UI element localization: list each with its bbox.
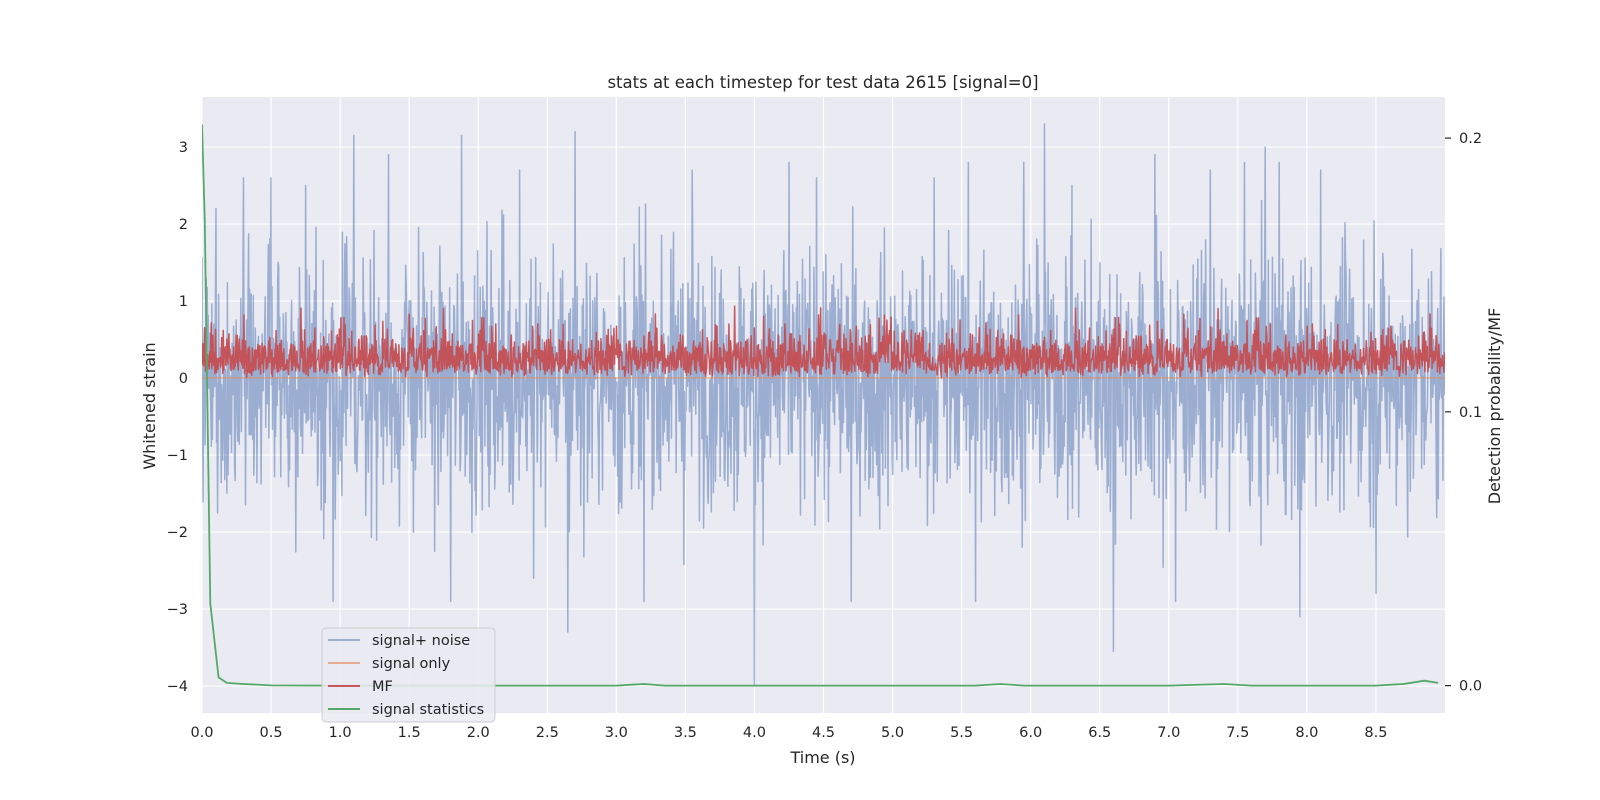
legend-box	[321, 627, 496, 723]
y-tick-label: 1	[179, 294, 188, 310]
x-axis-title: Time (s)	[789, 748, 855, 767]
legend-label: signal+ noise	[372, 633, 470, 649]
x-tick-label: 3.0	[605, 725, 628, 741]
x-tick-label: 4.5	[812, 725, 835, 741]
x-tick-label: 6.0	[1019, 725, 1042, 741]
y-tick-label: 3	[179, 140, 188, 156]
x-tick-label: 8.0	[1295, 725, 1318, 741]
y-axis-left: 3 2 1 0 −1 −2 −3 −4	[167, 140, 188, 695]
x-tick-label: 3.5	[674, 725, 697, 741]
x-tick-label: 5.5	[950, 725, 973, 741]
legend-label: signal only	[372, 656, 451, 672]
x-tick-label: 5.0	[881, 725, 904, 741]
x-tick-label: 7.5	[1226, 725, 1249, 741]
legend: signal+ noise signal only MF signal statist…	[321, 627, 496, 723]
plot-area	[202, 123, 1445, 687]
x-tick-label: 7.0	[1157, 725, 1180, 741]
x-tick-label: 2.0	[467, 725, 490, 741]
y-axis-right-title: Detection probability/MF	[1485, 308, 1504, 505]
y-tick-label: −3	[167, 602, 188, 618]
legend-label: MF	[372, 679, 393, 695]
x-tick-label: 1.5	[398, 725, 421, 741]
y-tick-label: 2	[179, 217, 188, 233]
series-line-signal-statistics	[202, 124, 1439, 687]
legend-label: signal statistics	[372, 702, 484, 718]
y-tick-label: −1	[167, 448, 188, 464]
y-right-tick-label: 0.0	[1459, 679, 1482, 695]
y-tick-label: −2	[167, 525, 188, 541]
y-right-tick-label: 0.2	[1459, 131, 1482, 147]
x-tick-label: 0.5	[260, 725, 283, 741]
x-axis: 0.0 0.5 1.0 1.5 2.0 2.5 3.0 3.5 4.0 4.5 5.0 5.5 6.0 6…	[190, 725, 1387, 741]
x-tick-label: 0.0	[190, 725, 213, 741]
x-tick-label: 1.0	[329, 725, 352, 741]
y-axis-title: Whitened strain	[140, 342, 159, 469]
y-tick-label: −4	[167, 679, 188, 695]
series-line-mf	[202, 305, 1445, 379]
y-tick-label: 0	[179, 371, 188, 387]
x-tick-label: 8.5	[1364, 725, 1387, 741]
y-axis-right: 0.2 0.1 0.0	[1445, 131, 1482, 695]
x-tick-label: 6.5	[1088, 725, 1111, 741]
x-tick-label: 4.0	[743, 725, 766, 741]
y-right-tick-label: 0.1	[1459, 405, 1482, 421]
x-tick-label: 2.5	[536, 725, 559, 741]
chart-title: stats at each timestep for test data 261…	[607, 73, 1038, 92]
